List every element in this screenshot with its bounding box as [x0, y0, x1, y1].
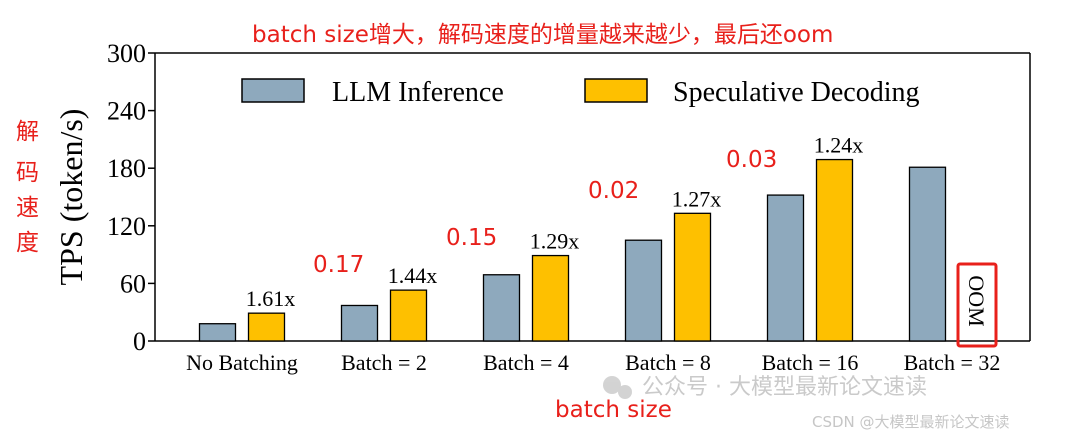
- y-tick-label: 180: [107, 154, 146, 183]
- bar-speculative-decoding: [815, 158, 854, 342]
- bar-llm-inference: [198, 323, 237, 342]
- y-axis-label: TPS (token/s): [53, 109, 89, 286]
- x-annotation: batch size: [555, 397, 672, 423]
- y-tick-label: 60: [120, 269, 146, 298]
- oom-label: OOM: [964, 275, 989, 326]
- speedup-label: 1.27x: [672, 186, 722, 211]
- bar-llm-inference: [340, 304, 379, 342]
- speedup-label: 1.29x: [530, 229, 580, 254]
- increment-label-3: 0.02: [588, 178, 639, 204]
- increment-label-2: 0.15: [446, 225, 497, 251]
- speedup-labels: 1.61x 1.44x 1.29x 1.27x 1.24x: [246, 133, 864, 312]
- y-tick-label: 120: [107, 212, 146, 241]
- y-tick-label: 300: [107, 39, 146, 68]
- y-tick-label: 0: [133, 327, 146, 356]
- y-annotation-char-1: 解: [16, 119, 39, 145]
- x-tick-label: Batch = 32: [904, 350, 1001, 375]
- legend-label-speculative-decoding: Speculative Decoding: [673, 77, 919, 108]
- legend: LLM Inference Speculative Decoding: [241, 77, 919, 108]
- speedup-label: 1.24x: [814, 133, 864, 158]
- x-tick-label: Batch = 8: [625, 350, 711, 375]
- bar-speculative-decoding: [247, 312, 286, 342]
- x-tick-label: No Batching: [186, 350, 298, 375]
- watermark-line-1: 公众号 · 大模型最新论文速读: [642, 375, 927, 400]
- speedup-label: 1.44x: [388, 263, 438, 288]
- y-annotation-char-3: 速: [16, 195, 39, 221]
- x-axis-ticks: No Batching Batch = 2 Batch = 4 Batch = 8 Ba…: [186, 350, 1000, 375]
- bar-speculative-decoding: [389, 289, 428, 342]
- bar-llm-inference: [766, 194, 805, 342]
- watermark-line-2: CSDN @大模型最新论文速读: [812, 413, 1010, 431]
- increment-label-4: 0.03: [726, 147, 777, 173]
- speedup-label: 1.61x: [246, 286, 296, 311]
- bar-speculative-decoding: [531, 254, 570, 342]
- legend-label-llm-inference: LLM Inference: [332, 77, 504, 108]
- bar-llm-inference: [624, 239, 663, 342]
- oom-box: [956, 262, 998, 348]
- y-annotation-char-2: 码: [16, 160, 39, 186]
- y-annotation-char-4: 度: [16, 230, 39, 256]
- wechat-icon-bubble: [618, 385, 632, 399]
- watermark: 公众号 · 大模型最新论文速读 CSDN @大模型最新论文速读: [603, 375, 1010, 431]
- y-annotation: 解 码 速 度: [16, 119, 39, 256]
- y-axis-ticks: 0 60 120 180 240 300: [107, 39, 155, 356]
- y-tick-label: 240: [107, 97, 146, 126]
- bars: [198, 158, 947, 342]
- legend-swatch-llm-inference: [241, 78, 305, 103]
- top-annotation: batch size增大，解码速度的增量越来越少，最后还oom: [252, 22, 833, 48]
- bar-speculative-decoding: [673, 212, 712, 342]
- increment-label-1: 0.17: [313, 252, 364, 278]
- x-tick-label: Batch = 4: [483, 350, 569, 375]
- x-tick-label: Batch = 2: [341, 350, 427, 375]
- legend-swatch-speculative-decoding: [584, 78, 648, 103]
- wechat-icon: [603, 376, 621, 394]
- bar-llm-inference: [908, 166, 947, 342]
- x-tick-label: Batch = 16: [762, 350, 859, 375]
- plot-frame: [154, 52, 1031, 342]
- bar-llm-inference: [482, 274, 521, 342]
